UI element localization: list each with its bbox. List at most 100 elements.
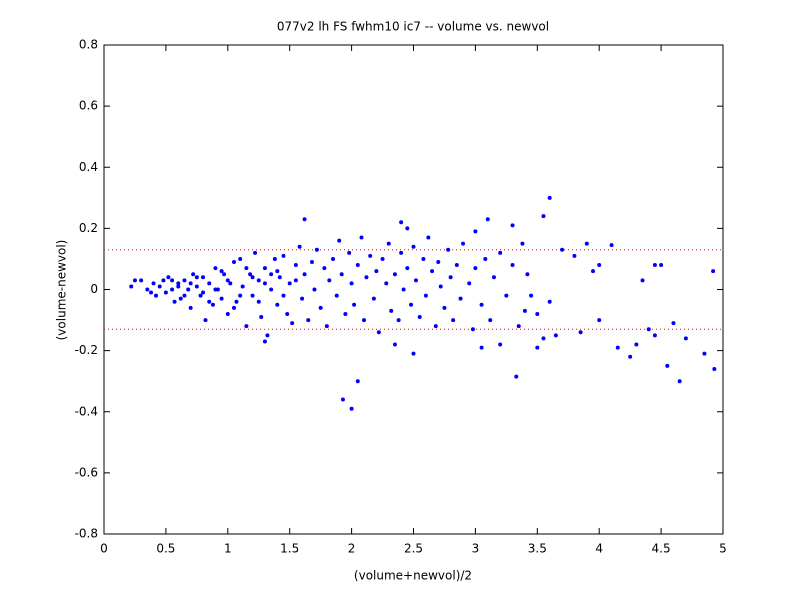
point <box>609 243 614 248</box>
point <box>430 269 435 274</box>
point <box>712 366 717 371</box>
point <box>293 278 298 283</box>
point <box>711 269 716 274</box>
point <box>560 247 565 252</box>
point <box>285 311 290 316</box>
point <box>677 379 682 384</box>
point <box>401 287 406 292</box>
point <box>347 250 352 255</box>
point <box>302 217 307 222</box>
point <box>702 351 707 356</box>
point <box>327 278 332 283</box>
point <box>203 318 208 323</box>
point <box>210 302 215 307</box>
point <box>262 339 267 344</box>
point <box>322 266 327 271</box>
x-tick-label: 1.5 <box>280 542 299 556</box>
point <box>488 318 493 323</box>
point <box>163 290 168 295</box>
point <box>448 275 453 280</box>
point <box>454 263 459 268</box>
point <box>361 318 366 323</box>
point <box>259 315 264 320</box>
point <box>318 305 323 310</box>
x-tick-label: 3 <box>472 542 480 556</box>
point <box>314 247 319 252</box>
point <box>368 253 373 258</box>
point <box>269 287 274 292</box>
point <box>324 324 329 329</box>
point <box>436 259 441 264</box>
point <box>176 284 181 289</box>
point <box>228 281 233 286</box>
point <box>188 281 193 286</box>
point <box>275 302 280 307</box>
point <box>659 263 664 268</box>
point <box>256 278 261 283</box>
point <box>176 281 181 286</box>
y-tick-label: 0 <box>90 282 98 296</box>
point <box>359 235 364 240</box>
point <box>201 290 206 295</box>
point <box>272 256 277 261</box>
point <box>411 351 416 356</box>
point <box>405 266 410 271</box>
point <box>547 195 552 200</box>
point <box>182 293 187 298</box>
point <box>485 217 490 222</box>
point <box>275 269 280 274</box>
point <box>172 299 177 304</box>
point <box>170 287 175 292</box>
point <box>153 293 158 298</box>
point <box>504 293 509 298</box>
point <box>392 272 397 277</box>
point <box>334 293 339 298</box>
point <box>473 229 478 234</box>
point <box>290 321 295 326</box>
point <box>312 287 317 292</box>
point <box>640 278 645 283</box>
x-tick-label: 1 <box>224 542 232 556</box>
point <box>349 406 354 411</box>
point <box>386 241 391 246</box>
point <box>553 333 558 338</box>
point <box>331 256 336 261</box>
point <box>250 275 255 280</box>
point <box>240 284 245 289</box>
point <box>132 278 137 283</box>
point <box>671 321 676 326</box>
point <box>300 296 305 301</box>
y-axis-label: (volume-newvol) <box>55 240 69 341</box>
point <box>411 244 416 249</box>
point <box>265 333 270 338</box>
point <box>417 315 422 320</box>
point <box>516 324 521 329</box>
point <box>222 272 227 277</box>
point <box>529 293 534 298</box>
point <box>392 342 397 347</box>
point <box>182 278 187 283</box>
x-tick-label: 3.5 <box>528 542 547 556</box>
point <box>231 259 236 264</box>
point <box>297 244 302 249</box>
point <box>306 318 311 323</box>
point <box>248 272 253 277</box>
point <box>201 275 206 280</box>
point <box>293 263 298 268</box>
point <box>421 256 426 261</box>
point <box>213 287 218 292</box>
point <box>337 238 342 243</box>
x-tick-label: 5 <box>719 542 727 556</box>
point <box>399 220 404 225</box>
point <box>479 345 484 350</box>
point <box>309 259 314 264</box>
point <box>129 284 134 289</box>
x-tick-label: 2 <box>348 542 356 556</box>
point <box>302 272 307 277</box>
point <box>442 305 447 310</box>
point <box>479 302 484 307</box>
point <box>219 296 224 301</box>
point <box>683 336 688 341</box>
point <box>665 363 670 368</box>
point <box>652 333 657 338</box>
